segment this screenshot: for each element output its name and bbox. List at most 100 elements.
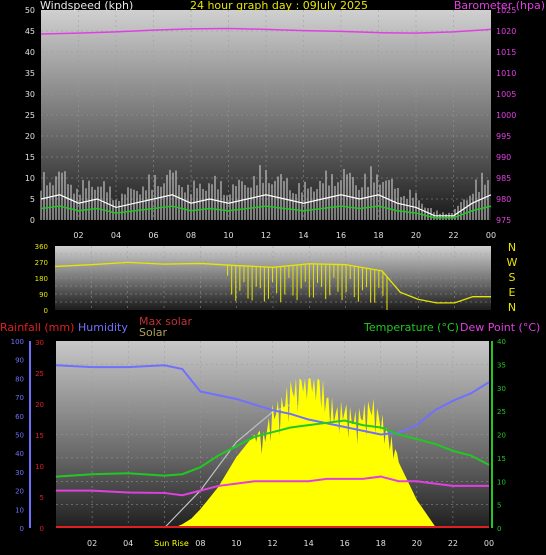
rainfall-tick-label: 10 — [35, 463, 44, 471]
humidity-legend: Humidity — [78, 321, 128, 334]
x-tick-label: 08 — [195, 539, 205, 548]
windspeed-line — [40, 194, 492, 217]
solar-legend: Solar — [139, 326, 168, 339]
compass-label: N — [508, 241, 516, 254]
barometer-axis-ticks: 975 980 985 990 995 1000 1005 1010 1015 1020 1025 — [496, 6, 516, 225]
top-x-axis-ticks: 02 04 06 08 10 12 14 16 18 20 22 00 — [73, 231, 496, 240]
barometer-tick-label: 985 — [496, 174, 511, 183]
barometer-tick-label: 1000 — [496, 111, 516, 120]
temperature-tick-label: 35 — [497, 361, 506, 369]
humidity-tick-label: 0 — [20, 525, 24, 533]
wind-axis-label: Windspeed (kph) — [40, 0, 133, 12]
direction-tick-label: 180 — [35, 275, 48, 283]
humidity-tick-label: 100 — [11, 338, 24, 346]
wind-tick-label: 30 — [25, 90, 35, 99]
x-tick-label: 22 — [448, 539, 458, 548]
wind-tick-label: 35 — [25, 69, 35, 78]
bottom-x-axis-ticks: 02 04 Sun Rise 08 10 12 14 16 18 20 22 00 — [87, 539, 494, 548]
wind-direction-series — [54, 261, 491, 310]
barometer-tick-label: 1015 — [496, 48, 516, 57]
humidity-tick-label: 80 — [15, 375, 24, 383]
x-tick-label: 22 — [448, 231, 458, 240]
x-tick-label: 02 — [87, 539, 97, 548]
humidity-tick-label: 10 — [15, 506, 24, 514]
x-tick-label: 16 — [340, 539, 350, 548]
barometer-tick-label: 1005 — [496, 90, 516, 99]
barometer-axis-label: Barometer (hpa) — [454, 0, 545, 12]
temperature-tick-label: 25 — [497, 408, 506, 416]
wind-bars — [40, 165, 489, 220]
wind-tick-label: 40 — [25, 48, 35, 57]
chart-title: 24 hour graph day : 09July 2025 — [190, 0, 368, 12]
humidity-axis-ticks: 0 10 20 30 40 50 60 70 80 90 100 — [11, 338, 24, 533]
barometer-tick-label: 975 — [496, 216, 511, 225]
x-tick-label: 14 — [303, 539, 313, 548]
humidity-tick-label: 90 — [15, 357, 24, 365]
compass-label: N — [508, 301, 516, 314]
temperature-axis-ticks: 0 5 10 15 20 25 30 35 40 — [497, 338, 506, 533]
wind-tick-label: 45 — [25, 27, 35, 36]
wind-axis-ticks: 0 5 10 15 20 25 30 35 40 45 50 — [25, 6, 35, 225]
temperature-tick-label: 15 — [497, 455, 506, 463]
x-tick-label: 10 — [223, 231, 233, 240]
rainfall-tick-label: 5 — [40, 494, 44, 502]
barometer-tick-label: 980 — [496, 195, 511, 204]
compass-label: W — [507, 256, 518, 269]
x-tick-label: 00 — [484, 539, 494, 548]
temperature-legend: Temperature (°C) — [363, 321, 459, 334]
x-tick-label: 12 — [261, 231, 271, 240]
x-tick-label: 12 — [267, 539, 277, 548]
x-tick-label: 14 — [298, 231, 308, 240]
humidity-tick-label: 50 — [15, 432, 24, 440]
wind-tick-label: 10 — [25, 174, 35, 183]
wind-tick-label: 50 — [25, 6, 35, 15]
x-tick-label: 00 — [486, 231, 496, 240]
x-tick-label: 04 — [111, 231, 121, 240]
humidity-tick-label: 30 — [15, 469, 24, 477]
rainfall-tick-label: 25 — [35, 370, 44, 378]
solar-area — [56, 378, 489, 528]
temperature-tick-label: 40 — [497, 338, 506, 346]
temperature-tick-label: 5 — [497, 502, 501, 510]
humidity-tick-label: 60 — [15, 413, 24, 421]
wind-tick-label: 5 — [30, 195, 35, 204]
average-wind-line — [40, 205, 492, 219]
barometer-tick-label: 995 — [496, 132, 511, 141]
x-tick-label: 10 — [231, 539, 241, 548]
top-grid — [41, 10, 491, 220]
barometer-line — [40, 27, 492, 35]
rainfall-axis-label: Rainfall (mm) — [0, 321, 74, 334]
x-tick-label: 06 — [148, 231, 158, 240]
x-tick-label: 16 — [336, 231, 346, 240]
direction-tick-label: 270 — [35, 259, 48, 267]
rainfall-tick-label: 0 — [40, 525, 44, 533]
rainfall-tick-label: 30 — [35, 339, 44, 347]
dew-point-line — [56, 475, 489, 497]
x-tick-label: 18 — [376, 539, 386, 548]
wind-direction-line — [54, 261, 491, 304]
wind-tick-label: 15 — [25, 153, 35, 162]
direction-tick-label: 90 — [39, 291, 48, 299]
rainfall-tick-label: 20 — [35, 401, 44, 409]
rainfall-axis-ticks: 0 5 10 15 20 25 30 — [35, 339, 44, 533]
temperature-tick-label: 20 — [497, 432, 506, 440]
wind-tick-label: 20 — [25, 132, 35, 141]
x-tick-label: 04 — [123, 539, 133, 548]
x-tick-label: 18 — [373, 231, 383, 240]
x-tick-label: 20 — [412, 539, 422, 548]
temperature-tick-label: 0 — [497, 525, 501, 533]
x-tick-label: 20 — [411, 231, 421, 240]
sunrise-marker-label: Sun Rise — [154, 539, 189, 548]
bottom-panel: Rainfall (mm) Humidity Max solar Solar T… — [0, 315, 540, 548]
temperature-tick-label: 30 — [497, 385, 506, 393]
direction-tick-label: 0 — [44, 307, 48, 315]
barometer-tick-label: 1020 — [496, 27, 516, 36]
humidity-tick-label: 70 — [15, 394, 24, 402]
humidity-tick-label: 20 — [15, 488, 24, 496]
barometer-tick-label: 1010 — [496, 69, 516, 78]
wind-tick-label: 25 — [25, 111, 35, 120]
